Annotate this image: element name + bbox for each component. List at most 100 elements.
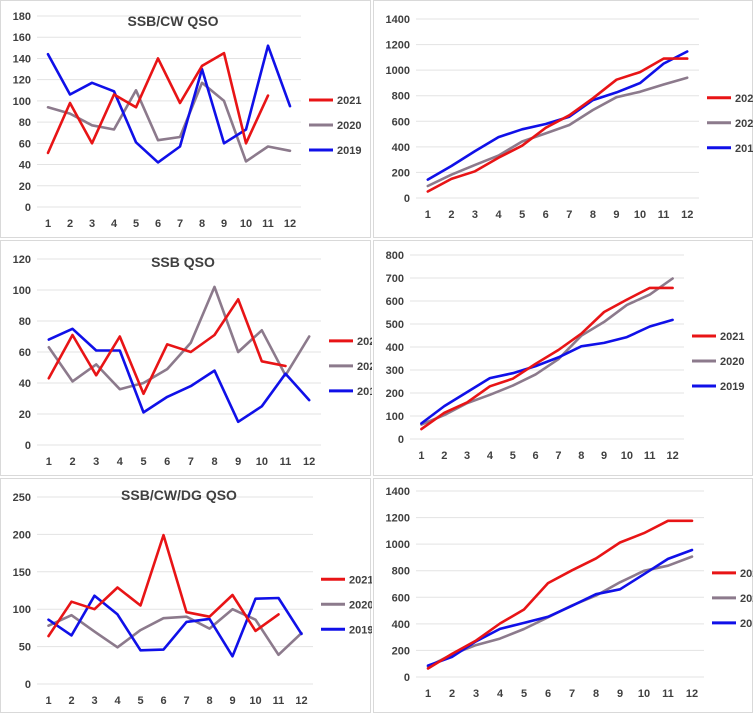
chart-ssb-qso: 0 20 40 60 80 100 120 1 2 3 4 5 6 7 8 9 10 11 12 SSB QSO 20 2…	[0, 240, 372, 476]
y-tick-label: 80	[19, 117, 31, 129]
x-tick-label: 11	[273, 695, 285, 707]
x-tick-label: 2	[68, 695, 74, 707]
x-tick-label: 9	[221, 218, 227, 230]
legend-label: 2019	[740, 618, 753, 630]
x-tick-label: 3	[472, 209, 478, 221]
series-line-2021	[420, 286, 674, 431]
x-tick-label: 4	[117, 456, 124, 468]
y-tick-label: 500	[386, 319, 404, 331]
x-tick-label: 4	[487, 450, 494, 462]
y-tick-label: 0	[404, 672, 410, 684]
x-tick-label: 10	[249, 695, 261, 707]
x-tick-label: 8	[206, 695, 212, 707]
x-tick-label: 11	[658, 209, 670, 221]
x-tick-label: 6	[545, 688, 551, 700]
x-tick-label: 5	[140, 456, 146, 468]
series-line-2019	[47, 327, 311, 424]
x-tick-label: 1	[45, 695, 51, 707]
y-tick-label: 60	[19, 138, 31, 150]
x-tick-label: 12	[686, 688, 698, 700]
x-tick-label: 1	[418, 450, 424, 462]
x-tick-label: 2	[441, 450, 447, 462]
x-tick-label: 9	[235, 456, 241, 468]
y-tick-label: 600	[392, 116, 410, 128]
y-tick-label: 0	[25, 679, 31, 691]
x-tick-label: 8	[199, 218, 205, 230]
y-tick-label: 120	[13, 254, 31, 266]
series-line-2019	[46, 44, 292, 164]
x-tick-label: 7	[183, 695, 189, 707]
y-tick-label: 60	[19, 347, 31, 359]
x-tick-label: 3	[89, 218, 95, 230]
x-tick-label: 11	[280, 456, 292, 468]
y-tick-label: 80	[19, 316, 31, 328]
x-tick-label: 4	[114, 695, 121, 707]
series-line-2020	[420, 277, 674, 426]
y-tick-label: 400	[392, 619, 410, 631]
legend-label: 2020	[720, 356, 744, 368]
x-tick-label: 1	[425, 209, 431, 221]
y-tick-label: 800	[386, 250, 404, 262]
y-tick-label: 1400	[386, 486, 410, 498]
x-tick-label: 12	[295, 695, 307, 707]
legend-label: 2020	[735, 118, 753, 130]
y-tick-label: 150	[13, 567, 31, 579]
y-tick-label: 40	[19, 160, 31, 172]
y-tick-label: 0	[25, 202, 31, 214]
y-tick-label: 200	[13, 529, 31, 541]
x-tick-label: 8	[590, 209, 596, 221]
x-tick-label: 7	[188, 456, 194, 468]
series-line-2021	[426, 57, 689, 193]
y-tick-label: 20	[19, 409, 31, 421]
x-tick-label: 2	[448, 209, 454, 221]
x-tick-label: 1	[425, 688, 431, 700]
y-tick-label: 50	[19, 642, 31, 654]
x-tick-label: 12	[284, 218, 296, 230]
y-tick-label: 40	[19, 378, 31, 390]
y-tick-label: 160	[13, 32, 31, 44]
chart-title: SSB/CW/DG QSO	[121, 487, 237, 503]
x-tick-label: 10	[256, 456, 268, 468]
y-tick-label: 0	[398, 434, 404, 446]
legend-label: 2019	[720, 381, 744, 393]
legend-label: 2019	[735, 143, 753, 155]
x-tick-label: 10	[621, 450, 633, 462]
x-tick-label: 10	[634, 209, 646, 221]
chart-ssb-cw-dg-cumulative: 0 200 400 600 800 1000 1200 1400 1 2 3 4 5 6 7 8 9 10 11 12…	[373, 478, 753, 713]
x-tick-label: 5	[519, 209, 525, 221]
y-tick-label: 300	[386, 365, 404, 377]
x-tick-label: 6	[160, 695, 166, 707]
legend-label: 2019	[337, 145, 361, 157]
chart-ssb-cw-qso: 0 20 40 60 80 100 120 140 160 180 1 2 3 4 5 6 7 8 9 10 11 12 S…	[0, 0, 371, 238]
y-tick-label: 600	[386, 296, 404, 308]
x-tick-label: 4	[495, 209, 502, 221]
y-tick-label: 1400	[386, 14, 410, 26]
y-tick-label: 400	[386, 342, 404, 354]
y-tick-label: 100	[13, 604, 31, 616]
legend-label: 2019	[357, 386, 372, 398]
y-tick-label: 180	[13, 11, 31, 23]
x-tick-label: 9	[229, 695, 235, 707]
legend-label: 2019	[349, 624, 372, 636]
x-tick-label: 5	[510, 450, 516, 462]
x-tick-label: 9	[601, 450, 607, 462]
series-line-2021	[46, 51, 270, 155]
y-tick-label: 120	[13, 75, 31, 87]
y-tick-label: 250	[13, 492, 31, 504]
series-line-2021	[426, 519, 694, 670]
y-tick-label: 1200	[386, 40, 410, 52]
x-tick-label: 2	[67, 218, 73, 230]
chart-title: SSB/CW QSO	[127, 13, 218, 29]
x-tick-label: 9	[617, 688, 623, 700]
x-tick-label: 6	[155, 218, 161, 230]
y-tick-label: 100	[386, 411, 404, 423]
y-tick-label: 200	[392, 645, 410, 657]
x-tick-label: 7	[569, 688, 575, 700]
x-tick-label: 10	[638, 688, 650, 700]
legend-label: 2021	[720, 331, 744, 343]
series-line-2020	[47, 285, 311, 391]
